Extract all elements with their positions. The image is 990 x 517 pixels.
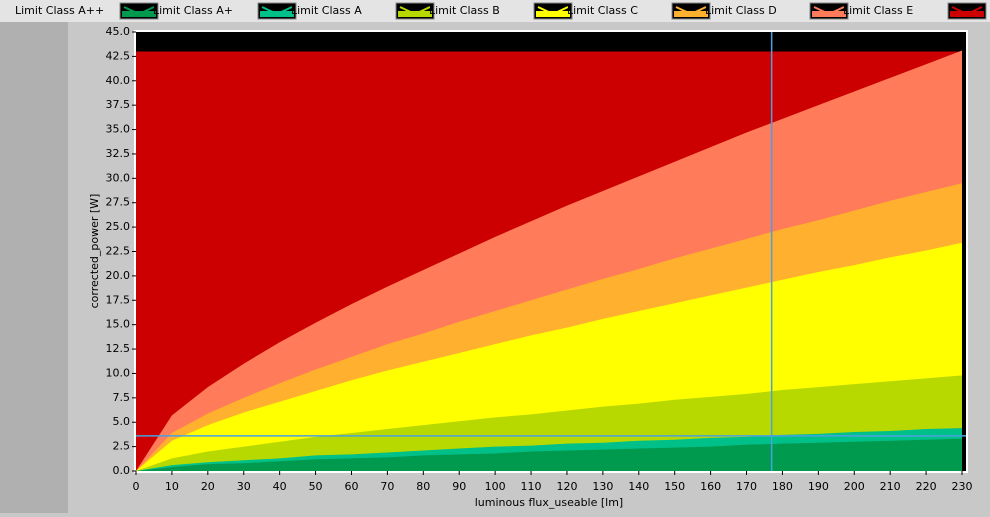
x-tick-label: 90 — [452, 480, 466, 493]
x-tick-label: 0 — [133, 480, 140, 493]
x-tick-label: 180 — [772, 480, 793, 493]
y-axis-label: corrected_power [W] — [88, 194, 101, 309]
x-tick-label: 60 — [344, 480, 358, 493]
legend-swatch-line — [951, 6, 983, 16]
y-tick-label: 12.5 — [106, 342, 131, 355]
legend-label: Limit Class A — [291, 4, 362, 17]
legend-label: Limit Class A+ — [153, 4, 233, 17]
legend-swatch-line — [123, 6, 155, 16]
y-tick-label: 45.0 — [106, 25, 131, 38]
x-tick-label: 70 — [380, 480, 394, 493]
legend-swatch-line — [261, 6, 293, 16]
y-tick-label: 20.0 — [106, 269, 131, 282]
x-tick-label: 40 — [273, 480, 287, 493]
x-tick-label: 30 — [237, 480, 251, 493]
y-tick-label: 22.5 — [106, 245, 131, 258]
y-tick-label: 35.0 — [106, 123, 131, 136]
x-tick-label: 170 — [736, 480, 757, 493]
y-tick-label: 42.5 — [106, 49, 131, 62]
x-tick-label: 150 — [664, 480, 685, 493]
area — [136, 438, 962, 471]
x-tick-label: 50 — [309, 480, 323, 493]
legend-label: Limit Class B — [429, 4, 500, 17]
left-panel — [0, 22, 68, 513]
x-tick-label: 120 — [556, 480, 577, 493]
x-tick-label: 230 — [952, 480, 973, 493]
legend-swatch-line — [537, 6, 569, 16]
legend-label: Limit Class C — [567, 4, 638, 17]
y-tick-label: 2.5 — [113, 440, 131, 453]
y-tick-label: 30.0 — [106, 171, 131, 184]
x-tick-label: 100 — [485, 480, 506, 493]
y-tick-label: 5.0 — [113, 415, 131, 428]
legend-swatch-line — [675, 6, 707, 16]
y-tick-label: 10.0 — [106, 366, 131, 379]
y-tick-label: 37.5 — [106, 98, 131, 111]
y-tick-label: 32.5 — [106, 147, 131, 160]
x-tick-label: 140 — [628, 480, 649, 493]
legend-bar — [0, 0, 990, 22]
legend-label: Limit Class D — [705, 4, 777, 17]
legend-label: Limit Class A++ — [15, 4, 104, 17]
y-tick-label: 7.5 — [113, 391, 131, 404]
y-tick-label: 40.0 — [106, 74, 131, 87]
legend-swatch-line — [399, 6, 431, 16]
y-tick-label: 25.0 — [106, 220, 131, 233]
x-tick-label: 190 — [808, 480, 829, 493]
x-tick-label: 10 — [165, 480, 179, 493]
x-tick-label: 210 — [880, 480, 901, 493]
y-tick-label: 15.0 — [106, 318, 131, 331]
x-tick-label: 20 — [201, 480, 215, 493]
y-tick-label: 17.5 — [106, 293, 131, 306]
x-tick-label: 160 — [700, 480, 721, 493]
x-axis-label: luminous flux_useable [lm] — [475, 496, 623, 509]
x-tick-label: 200 — [844, 480, 865, 493]
x-tick-label: 130 — [592, 480, 613, 493]
x-tick-label: 110 — [521, 480, 542, 493]
x-tick-label: 220 — [916, 480, 937, 493]
legend-label: Limit Class E — [843, 4, 913, 17]
legend-swatch-line — [813, 6, 845, 16]
x-tick-label: 80 — [416, 480, 430, 493]
y-tick-label: 27.5 — [106, 196, 131, 209]
y-tick-label: 0.0 — [113, 464, 131, 477]
